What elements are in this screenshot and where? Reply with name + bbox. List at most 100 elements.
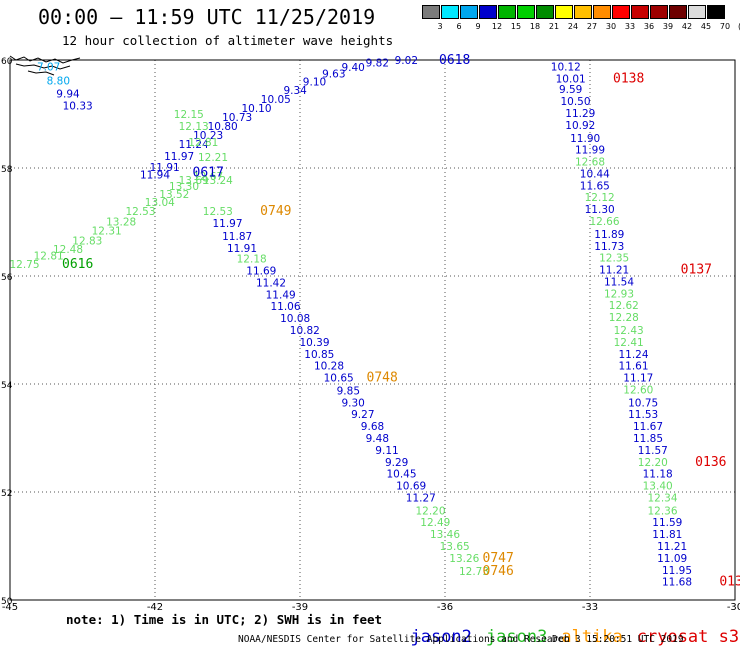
wave-height-value: 11.49 xyxy=(266,289,296,301)
wave-height-value: 11.18 xyxy=(643,469,673,481)
wave-height-value: 10.12 xyxy=(551,61,581,73)
wave-height-value: 11.61 xyxy=(618,361,648,373)
colorbar-label: 33 xyxy=(624,22,636,31)
wave-height-value: 12.34 xyxy=(647,492,677,504)
wave-height-value: 12.66 xyxy=(589,216,619,228)
wave-height-value: 10.08 xyxy=(280,313,310,325)
wave-height-value: 11.21 xyxy=(599,265,629,277)
wave-height-value: 12.36 xyxy=(647,505,677,517)
colorbar-swatch xyxy=(593,5,611,19)
pass-time-label: 0135 xyxy=(719,575,740,590)
colorbar-swatch xyxy=(498,5,516,19)
wave-height-value: 12.73 xyxy=(459,566,489,578)
x-tick-label: -36 xyxy=(437,602,453,613)
colorbar-label: 70 xyxy=(719,22,731,31)
wave-height-value: 11.95 xyxy=(662,565,692,577)
map-frame xyxy=(9,59,736,601)
wave-height-value: 11.91 xyxy=(150,162,180,174)
wave-height-value: 11.24 xyxy=(618,349,648,361)
wave-height-value: 12.49 xyxy=(420,517,450,529)
wave-height-value: 12.53 xyxy=(203,206,233,218)
wave-height-value: 11.97 xyxy=(212,218,242,230)
colorbar-swatch xyxy=(536,5,554,19)
wave-height-value: 11.59 xyxy=(652,517,682,529)
wave-height-value: 11.69 xyxy=(246,266,276,278)
wave-height-value: 9.27 xyxy=(351,409,374,421)
colorbar-label: 27 xyxy=(586,22,598,31)
wave-height-value: 11.85 xyxy=(633,433,663,445)
satellite-legend: jason2 jason3 altika cryosat s3a xyxy=(390,607,740,647)
wave-height-value: 10.45 xyxy=(386,469,416,481)
wave-height-value: 12.35 xyxy=(599,253,629,265)
legend-jason2: jason2 xyxy=(410,627,472,647)
colorbar-label: 24 xyxy=(567,22,579,31)
y-tick-label: 52 xyxy=(1,489,12,499)
wave-height-value: 13.04 xyxy=(145,197,175,209)
page-subtitle: 12 hour collection of altimeter wave hei… xyxy=(62,33,394,48)
wave-height-value: 10.23 xyxy=(193,130,223,142)
colorbar-swatch xyxy=(574,5,592,19)
colorbar-swatch xyxy=(669,5,687,19)
wave-height-value: 9.02 xyxy=(395,55,418,67)
colorbar-label: 42 xyxy=(681,22,693,31)
wave-height-value: 13.46 xyxy=(430,529,460,541)
colorbar-label: 21 xyxy=(548,22,560,31)
pass-time-label: 0136 xyxy=(695,455,726,470)
wave-height-value: 10.01 xyxy=(556,73,586,85)
legend-cryosat: cryosat s3a xyxy=(636,627,740,647)
wave-height-value: 9.10 xyxy=(303,77,326,89)
wave-height-value: 12.62 xyxy=(609,300,639,312)
colorbar-swatch xyxy=(688,5,706,19)
wave-height-value: 12.53 xyxy=(125,206,155,218)
wave-height-value: 11.42 xyxy=(256,277,286,289)
colorbar-swatch xyxy=(460,5,478,19)
y-tick-label: 58 xyxy=(1,165,13,175)
wave-height-value: 10.65 xyxy=(324,373,354,385)
wave-height-value: 10.85 xyxy=(304,349,334,361)
wave-height-value: 10.69 xyxy=(396,481,426,493)
x-tick-label: -33 xyxy=(582,602,598,613)
wave-height-value: 10.92 xyxy=(565,120,595,132)
wave-height-value: 11.97 xyxy=(164,151,194,163)
y-tick-label: 56 xyxy=(1,273,13,283)
wave-height-value: 12.31 xyxy=(92,226,122,238)
wave-height-value: 9.85 xyxy=(337,385,360,397)
wave-height-value: 11.99 xyxy=(575,145,605,157)
wave-height-value: 10.80 xyxy=(208,121,238,133)
wave-height-value: 9.82 xyxy=(366,58,389,70)
colorbar-label: 12 xyxy=(491,22,503,31)
pass-time-label: 0617 xyxy=(193,165,224,180)
wave-height-value: 13.52 xyxy=(159,189,189,201)
wave-height-value: 9.48 xyxy=(366,433,389,445)
wave-height-value: 11.94 xyxy=(140,169,170,181)
wave-height-value: 13.28 xyxy=(106,216,136,228)
colorbar-swatch xyxy=(555,5,573,19)
wave-height-value: 12.81 xyxy=(34,250,64,262)
colorbar-label: 36 xyxy=(643,22,655,31)
colorbar-swatch xyxy=(650,5,668,19)
wave-height-value: 12.68 xyxy=(575,157,605,169)
wave-height-value: 11.68 xyxy=(662,577,692,589)
wave-height-value: 12.20 xyxy=(415,505,445,517)
legend-altika: altika xyxy=(561,627,623,647)
page-title: 00:00 – 11:59 UTC 11/25/2019 xyxy=(38,5,376,29)
wave-height-value: 10.44 xyxy=(580,168,610,180)
wave-height-value: 12.60 xyxy=(623,384,653,396)
wave-height-value: 12.12 xyxy=(585,192,615,204)
legend-jason3: jason3 xyxy=(485,627,548,647)
colorbar-label: 18 xyxy=(529,22,541,31)
colorbar-label: 3 xyxy=(437,22,443,31)
x-tick-label: -39 xyxy=(292,602,308,613)
wave-height-value: 9.30 xyxy=(341,397,364,409)
pass-time-label: 0616 xyxy=(62,257,93,272)
wave-height-value: 11.87 xyxy=(222,231,252,243)
wave-height-value: 11.24 xyxy=(179,139,209,151)
pass-time-label: 0618 xyxy=(439,53,470,68)
x-tick-label: -42 xyxy=(147,602,163,613)
wave-height-value: 12.81 xyxy=(188,137,218,149)
wave-height-value: 11.67 xyxy=(633,421,663,433)
colorbar-label: 15 xyxy=(510,22,522,31)
wave-height-value: 11.53 xyxy=(628,409,658,421)
